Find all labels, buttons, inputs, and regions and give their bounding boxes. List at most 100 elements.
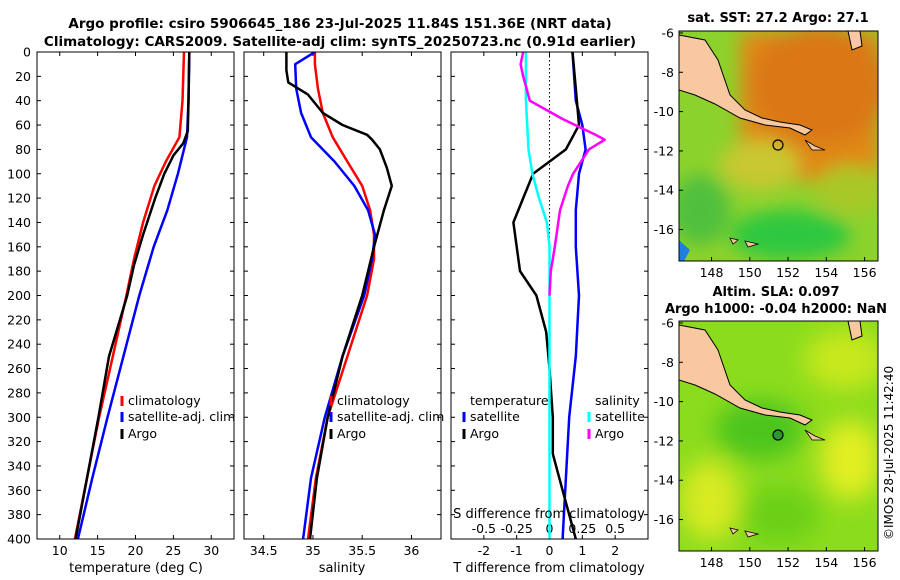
- temperature-axes-frame: [36, 51, 235, 540]
- legend-climatology-label: climatology: [128, 393, 201, 408]
- map-y-tick-label: -8: [662, 355, 675, 370]
- map-y-tick-label: -6: [662, 25, 675, 40]
- y-tick-label: 240: [7, 337, 31, 352]
- legend-satellite-label: satellite-adj. clim: [128, 409, 235, 424]
- legend-argo-label: Argo: [337, 426, 366, 441]
- map-x-tick-label: 152: [776, 555, 800, 570]
- sst-map-frame: [678, 30, 879, 262]
- sst-map: sat. SST: 27.2 Argo: 27.1 148 150 152 154 15…: [654, 11, 879, 280]
- x-tick-label: 2: [611, 543, 619, 558]
- land-mass: [679, 324, 814, 426]
- salinity-lines: [285, 52, 394, 539]
- x-tick-label: 34.5: [250, 543, 278, 558]
- x-tick-label: 30: [203, 543, 219, 558]
- x-tick-label: 35.5: [348, 543, 376, 558]
- map-x-tick-label: 148: [700, 555, 724, 570]
- x-tick-label: -1: [510, 543, 522, 558]
- y-tick-label: 40: [15, 93, 31, 108]
- series-line-argo: [74, 52, 191, 539]
- legend-satellite-label: satellite-adj. clim: [337, 409, 444, 424]
- sla-map-title-2: Argo h1000: -0.04 h2000: NaN: [665, 302, 887, 317]
- legend-climatology-label: climatology: [337, 393, 410, 408]
- difference-top-ticks: -0.5-0.2500.250.5: [472, 521, 625, 536]
- y-tick-label: 80: [15, 142, 31, 157]
- x-tick-label: 25: [165, 543, 181, 558]
- temperature-lines: [73, 52, 191, 539]
- x-tick-label: 0: [546, 543, 554, 558]
- x-tick-label: 1: [578, 543, 586, 558]
- temperature-panel: 0204060801001201401601802002202402602803…: [7, 45, 648, 576]
- title-line-1: Argo profile: csiro 5906645_186 23-Jul-2…: [68, 16, 611, 32]
- temperature-y-ticks: 0 20 40 60 80 100 120 140 160 180 200 220 240 260 280 3…: [7, 45, 648, 547]
- x-tick-label: 35: [305, 543, 321, 558]
- island: [847, 31, 863, 51]
- map-y-tick-label: -8: [662, 65, 675, 80]
- x-tick-label: 36: [403, 543, 419, 558]
- difference-axes-frame: [450, 51, 649, 540]
- y-tick-label: 380: [7, 507, 31, 522]
- y-tick-label: 300: [7, 410, 31, 425]
- map-x-tick-label: 148: [700, 265, 724, 280]
- map-y-tick-label: -16: [654, 222, 674, 237]
- salinity-axes-frame: [243, 51, 442, 540]
- x-tick-label: 20: [128, 543, 144, 558]
- sla-map-frame: [678, 320, 879, 552]
- map-y-tick-label: -16: [654, 512, 674, 527]
- y-tick-label: 60: [15, 118, 31, 133]
- y-tick-label: 200: [7, 288, 31, 303]
- salinity-legend: climatology satellite-adj. clim Argo: [329, 393, 444, 441]
- y-tick-label: 340: [7, 458, 31, 473]
- series-line-temperature-argo: [512, 52, 581, 539]
- sla-map-title-1: Altim. SLA: 0.097: [713, 285, 840, 300]
- legend-s-argo-label: Argo: [595, 426, 624, 441]
- series-line-argo: [285, 52, 394, 539]
- argo-location-marker: [772, 429, 784, 441]
- map-y-tick-label: -10: [654, 104, 674, 119]
- y-tick-label: 0: [23, 45, 31, 60]
- y-tick-label: 280: [7, 385, 31, 400]
- y-tick-label: 320: [7, 434, 31, 449]
- sst-map-title: sat. SST: 27.2 Argo: 27.1: [687, 11, 868, 26]
- map-x-tick-label: 156: [853, 555, 877, 570]
- map-y-tick-label: -14: [654, 473, 674, 488]
- top-tick-label: 0.25: [568, 521, 596, 536]
- map-x-tick-label: 150: [738, 265, 762, 280]
- y-tick-label: 20: [15, 69, 31, 84]
- map-y-tick-label: -14: [654, 183, 674, 198]
- series-line-temperature-satellite: [561, 52, 587, 539]
- series-line-satellite-adj-clim: [76, 52, 191, 539]
- map-x-tick-label: 154: [814, 265, 838, 280]
- copyright-stamp: ©IMOS 28-Jul-2025 11:42:40: [882, 366, 896, 540]
- top-tick-label: 0.5: [605, 521, 625, 536]
- map-y-tick-label: -6: [662, 315, 675, 330]
- island: [847, 321, 863, 341]
- difference-top-axis-label: S difference from climatology: [453, 507, 645, 522]
- salinity-xlabel: salinity: [319, 561, 366, 576]
- map-y-tick-label: -10: [654, 394, 674, 409]
- series-line-climatology: [306, 52, 376, 539]
- y-tick-label: 160: [7, 239, 31, 254]
- x-tick-label: 15: [90, 543, 106, 558]
- title-line-2: Climatology: CARS2009. Satellite-adj cli…: [44, 34, 636, 50]
- series-line-salinity-argo: [519, 52, 606, 296]
- y-tick-label: 220: [7, 312, 31, 327]
- argo-location-marker: [772, 139, 784, 151]
- y-tick-label: 120: [7, 191, 31, 206]
- legend-argo-label: Argo: [128, 426, 157, 441]
- map-x-tick-label: 152: [776, 265, 800, 280]
- difference-salinity-legend: salinity satellite Argo: [587, 393, 645, 441]
- legend-s-satellite-label: satellite: [595, 409, 645, 424]
- y-tick-label: 140: [7, 215, 31, 230]
- temperature-x-ticks: 10 15 20 25 30: [52, 52, 219, 558]
- sla-map-ticks: 148 150 152 154 156 -6 -8 -10 -12 -14 -16: [654, 315, 877, 570]
- top-tick-label: -0.25: [500, 521, 532, 536]
- map-y-tick-label: -12: [654, 433, 674, 448]
- series-line-salinity-satellite: [524, 52, 551, 539]
- map-x-tick-label: 154: [814, 555, 838, 570]
- difference-lines: [512, 52, 606, 539]
- series-line-climatology: [73, 52, 186, 539]
- y-tick-label: 100: [7, 166, 31, 181]
- x-tick-label: -2: [478, 543, 490, 558]
